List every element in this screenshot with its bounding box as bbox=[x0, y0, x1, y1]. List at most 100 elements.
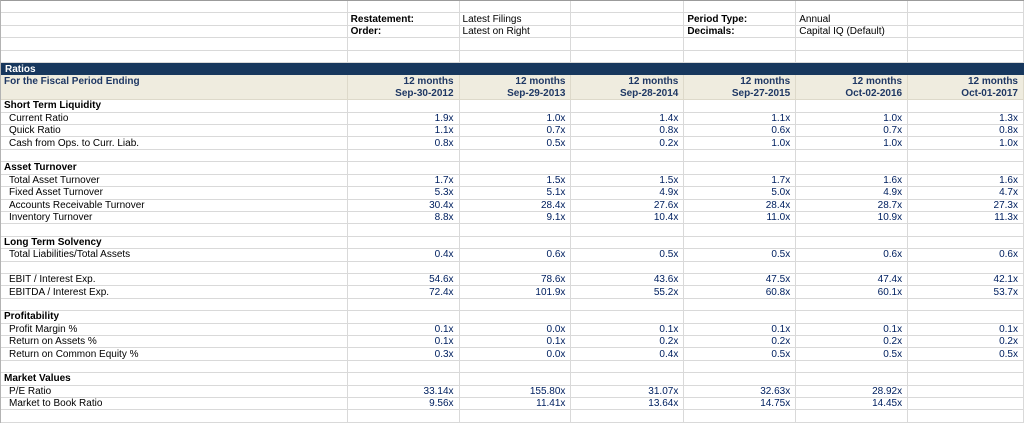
value-cell[interactable]: 55.2x bbox=[571, 286, 685, 299]
restatement-value-cell[interactable]: Latest Filings bbox=[459, 13, 572, 26]
value-cell[interactable]: 4.9x bbox=[796, 187, 909, 200]
value-cell[interactable]: 0.6x bbox=[796, 249, 909, 262]
value-cell[interactable]: 0.4x bbox=[571, 348, 685, 361]
restatement-label-cell[interactable]: Restatement: bbox=[347, 13, 460, 26]
row-label-cell[interactable]: Return on Assets % bbox=[1, 335, 348, 349]
value-cell[interactable]: 4.7x bbox=[908, 187, 1024, 200]
value-cell[interactable]: 33.14x bbox=[347, 385, 460, 398]
value-cell[interactable]: 1.0x bbox=[684, 137, 797, 150]
value-cell[interactable]: 1.9x bbox=[347, 112, 460, 126]
value-cell[interactable]: 0.2x bbox=[684, 335, 797, 349]
period-type-value-cell[interactable]: Annual bbox=[796, 13, 909, 26]
value-cell[interactable]: 0.2x bbox=[796, 335, 909, 349]
fiscal-period-label-cell[interactable]: For the Fiscal Period Ending bbox=[1, 75, 348, 88]
section-title-cell[interactable]: Long Term Solvency bbox=[1, 236, 348, 250]
value-cell[interactable]: 0.6x bbox=[684, 125, 797, 138]
value-cell[interactable]: 0.5x bbox=[459, 137, 572, 150]
value-cell[interactable]: 0.5x bbox=[796, 348, 909, 361]
value-cell[interactable]: 11.3x bbox=[908, 211, 1024, 225]
value-cell[interactable]: 0.2x bbox=[908, 335, 1024, 349]
value-cell[interactable]: 11.0x bbox=[684, 211, 797, 225]
row-label-cell[interactable]: Quick Ratio bbox=[1, 125, 348, 138]
value-cell[interactable]: 0.4x bbox=[347, 249, 460, 262]
date-header-cell[interactable]: Sep-27-2015 bbox=[684, 87, 797, 101]
ratios-banner-title[interactable]: Ratios bbox=[1, 63, 1024, 76]
value-cell[interactable]: 1.0x bbox=[796, 137, 909, 150]
value-cell[interactable]: 28.92x bbox=[796, 385, 909, 398]
value-cell[interactable]: 1.5x bbox=[459, 174, 572, 188]
period-header-cell[interactable]: 12 months bbox=[908, 75, 1024, 88]
value-cell[interactable]: 60.1x bbox=[796, 286, 909, 299]
value-cell[interactable]: 0.1x bbox=[347, 323, 460, 336]
value-cell[interactable]: 28.4x bbox=[684, 199, 797, 212]
period-header-cell[interactable]: 12 months bbox=[684, 75, 797, 88]
value-cell[interactable]: 0.1x bbox=[796, 323, 909, 336]
value-cell[interactable]: 53.7x bbox=[908, 286, 1024, 299]
value-cell[interactable]: 1.7x bbox=[347, 174, 460, 188]
period-type-label-cell[interactable]: Period Type: bbox=[684, 13, 797, 26]
value-cell[interactable]: 0.0x bbox=[459, 323, 572, 336]
value-cell[interactable]: 47.4x bbox=[796, 273, 909, 287]
row-label-cell[interactable]: EBIT / Interest Exp. bbox=[1, 273, 348, 287]
value-cell[interactable]: 155.80x bbox=[459, 385, 572, 398]
value-cell[interactable]: 14.75x bbox=[684, 398, 797, 411]
value-cell[interactable]: 1.0x bbox=[796, 112, 909, 126]
value-cell[interactable]: 1.5x bbox=[571, 174, 685, 188]
value-cell[interactable]: 27.6x bbox=[571, 199, 685, 212]
value-cell[interactable]: 42.1x bbox=[908, 273, 1024, 287]
value-cell[interactable]: 1.3x bbox=[908, 112, 1024, 126]
value-cell[interactable]: 43.6x bbox=[571, 273, 685, 287]
value-cell[interactable]: 9.56x bbox=[347, 398, 460, 411]
period-header-cell[interactable]: 12 months bbox=[347, 75, 460, 88]
value-cell[interactable]: 1.4x bbox=[571, 112, 685, 126]
value-cell[interactable]: 14.45x bbox=[796, 398, 909, 411]
value-cell[interactable]: 30.4x bbox=[347, 199, 460, 212]
row-label-cell[interactable]: Cash from Ops. to Curr. Liab. bbox=[1, 137, 348, 150]
value-cell[interactable]: 0.6x bbox=[459, 249, 572, 262]
value-cell[interactable]: 0.3x bbox=[347, 348, 460, 361]
period-header-cell[interactable]: 12 months bbox=[459, 75, 572, 88]
value-cell[interactable]: 0.6x bbox=[908, 249, 1024, 262]
value-cell[interactable]: 0.5x bbox=[571, 249, 685, 262]
value-cell[interactable]: 10.9x bbox=[796, 211, 909, 225]
value-cell[interactable]: 4.9x bbox=[571, 187, 685, 200]
value-cell[interactable]: 101.9x bbox=[459, 286, 572, 299]
value-cell[interactable]: 60.8x bbox=[684, 286, 797, 299]
value-cell[interactable]: 1.7x bbox=[684, 174, 797, 188]
order-value-cell[interactable]: Latest on Right bbox=[459, 25, 572, 39]
value-cell[interactable]: 0.1x bbox=[571, 323, 685, 336]
value-cell[interactable]: 0.0x bbox=[459, 348, 572, 361]
period-header-cell[interactable]: 12 months bbox=[571, 75, 685, 88]
value-cell[interactable]: 27.3x bbox=[908, 199, 1024, 212]
value-cell[interactable]: 0.1x bbox=[459, 335, 572, 349]
row-label-cell[interactable]: Accounts Receivable Turnover bbox=[1, 199, 348, 212]
value-cell[interactable]: 1.6x bbox=[908, 174, 1024, 188]
value-cell[interactable]: 78.6x bbox=[459, 273, 572, 287]
row-label-cell[interactable]: Total Asset Turnover bbox=[1, 174, 348, 188]
date-header-cell[interactable]: Oct-01-2017 bbox=[908, 87, 1024, 101]
date-header-cell[interactable]: Sep-30-2012 bbox=[347, 87, 460, 101]
value-cell[interactable]: 54.6x bbox=[347, 273, 460, 287]
row-label-cell[interactable]: Market to Book Ratio bbox=[1, 398, 348, 411]
value-cell[interactable]: 47.5x bbox=[684, 273, 797, 287]
value-cell[interactable]: 5.3x bbox=[347, 187, 460, 200]
value-cell[interactable]: 0.8x bbox=[908, 125, 1024, 138]
order-label-cell[interactable]: Order: bbox=[347, 25, 460, 39]
value-cell[interactable]: 5.0x bbox=[684, 187, 797, 200]
value-cell[interactable]: 1.6x bbox=[796, 174, 909, 188]
value-cell[interactable]: 1.1x bbox=[684, 112, 797, 126]
row-label-cell[interactable]: Profit Margin % bbox=[1, 323, 348, 336]
value-cell[interactable]: 72.4x bbox=[347, 286, 460, 299]
value-cell[interactable]: 1.0x bbox=[908, 137, 1024, 150]
value-cell[interactable]: 31.07x bbox=[571, 385, 685, 398]
date-header-cell[interactable]: Oct-02-2016 bbox=[796, 87, 909, 101]
section-title-cell[interactable]: Asset Turnover bbox=[1, 162, 348, 175]
date-header-cell[interactable]: Sep-28-2014 bbox=[571, 87, 685, 101]
date-header-cell[interactable]: Sep-29-2013 bbox=[459, 87, 572, 101]
value-cell[interactable]: 32.63x bbox=[684, 385, 797, 398]
value-cell[interactable]: 8.8x bbox=[347, 211, 460, 225]
value-cell[interactable]: 11.41x bbox=[459, 398, 572, 411]
value-cell[interactable]: 0.1x bbox=[684, 323, 797, 336]
value-cell[interactable]: 0.1x bbox=[347, 335, 460, 349]
value-cell[interactable]: 9.1x bbox=[459, 211, 572, 225]
